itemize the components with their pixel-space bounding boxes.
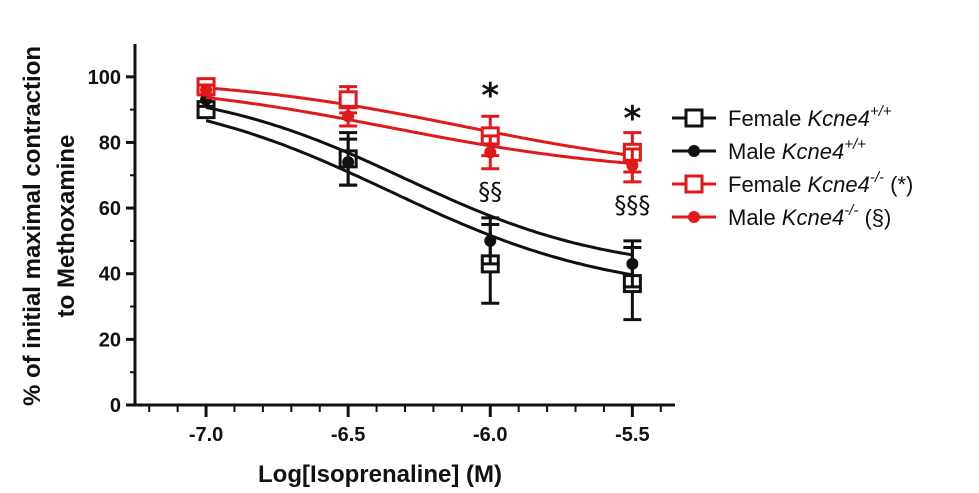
y-tick-label: 80 <box>99 132 121 154</box>
legend-label: Male Kcne4-/- (§) <box>728 202 891 230</box>
legend: Female Kcne4+/+ Male Kcne4+/+ Female Kcne4… <box>672 103 913 230</box>
x-tick-label: -6.5 <box>331 424 365 446</box>
fit-curve-series-3 <box>205 96 633 165</box>
fit-curve-series-1 <box>205 105 633 257</box>
legend-marker-square <box>684 174 704 194</box>
legend-marker-square <box>684 108 704 128</box>
x-tick-label: -5.5 <box>615 424 649 446</box>
data-point-circle <box>342 110 355 123</box>
y-tick-label: 100 <box>88 67 121 89</box>
fit-curve-series-2 <box>205 86 633 157</box>
legend-label: Female Kcne4+/+ <box>728 103 892 131</box>
y-tick-label: 0 <box>110 395 121 417</box>
data-point-circle <box>200 83 213 96</box>
y-axis-label: % of initial maximal contraction to Meth… <box>19 46 80 406</box>
y-axis-label-line2: to Methoxamine <box>53 135 80 318</box>
significance-annotation: * <box>481 76 499 116</box>
legend-label: Female Kcne4-/- (*) <box>728 169 913 197</box>
legend-marker-circle <box>688 145 700 157</box>
legend-label: Male Kcne4+/+ <box>728 136 866 164</box>
y-tick-label: 20 <box>99 329 121 351</box>
legend-marker-circle <box>688 211 700 223</box>
y-axis-label-line1: % of initial maximal contraction <box>19 46 46 406</box>
significance-annotation: * <box>623 99 641 139</box>
plot-area <box>196 77 642 322</box>
axes: 0 20 40 60 80 100 -7.0 -6.5 -6.0 -5.5 <box>88 44 675 446</box>
data-point-circle <box>626 257 639 270</box>
fit-curve-series-0 <box>205 119 633 277</box>
y-tick-label: 60 <box>99 198 121 220</box>
significance-annotation: §§ <box>478 178 502 206</box>
data-point-circle <box>626 159 639 172</box>
data-point-circle <box>484 146 497 159</box>
x-axis-label: Log[Isoprenaline] (M) <box>258 461 502 488</box>
data-point-circle <box>484 234 497 247</box>
data-point-circle <box>342 156 355 169</box>
annotations: **§§ §§§ <box>478 76 650 219</box>
significance-annotation: §§§ <box>614 191 650 219</box>
x-tick-label: -7.0 <box>189 424 223 446</box>
y-tick-label: 40 <box>99 264 121 286</box>
x-tick-label: -6.0 <box>473 424 507 446</box>
